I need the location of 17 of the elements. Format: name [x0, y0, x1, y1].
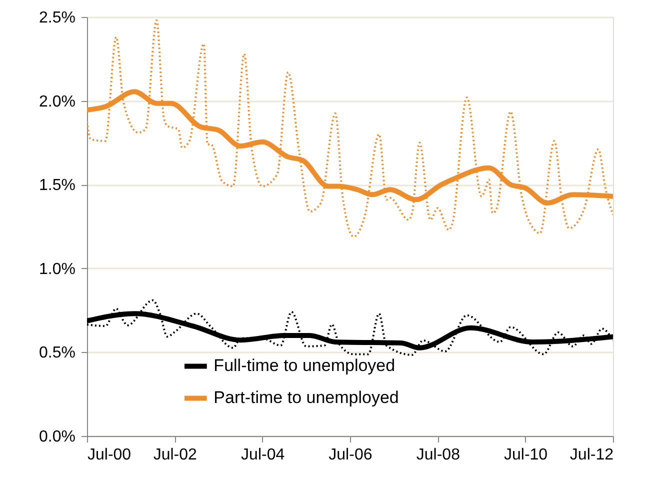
- y-tick-label: 2.0%: [39, 93, 76, 110]
- x-tick-label: Jul-00: [88, 446, 132, 464]
- x-tick-label: Jul-08: [416, 446, 460, 464]
- y-tick-label: 0.5%: [39, 344, 76, 362]
- x-tick-label: Jul-02: [153, 446, 197, 464]
- line-series: [87, 299, 613, 356]
- x-tick-label: Jul-04: [241, 446, 285, 464]
- line-series: [87, 19, 613, 238]
- x-tick-label: Jul-12: [570, 446, 614, 464]
- legend-label: Full-time to unemployed: [214, 356, 396, 376]
- y-tick-label: 0.0%: [39, 428, 76, 446]
- y-tick-label: 2.5%: [39, 10, 76, 26]
- x-tick-label: Jul-10: [504, 446, 548, 464]
- legend-label: Part-time to unemployed: [214, 388, 399, 408]
- x-tick-label: Jul-06: [328, 446, 372, 464]
- y-tick-label: 1.5%: [39, 177, 76, 194]
- y-tick-label: 1.0%: [39, 260, 76, 278]
